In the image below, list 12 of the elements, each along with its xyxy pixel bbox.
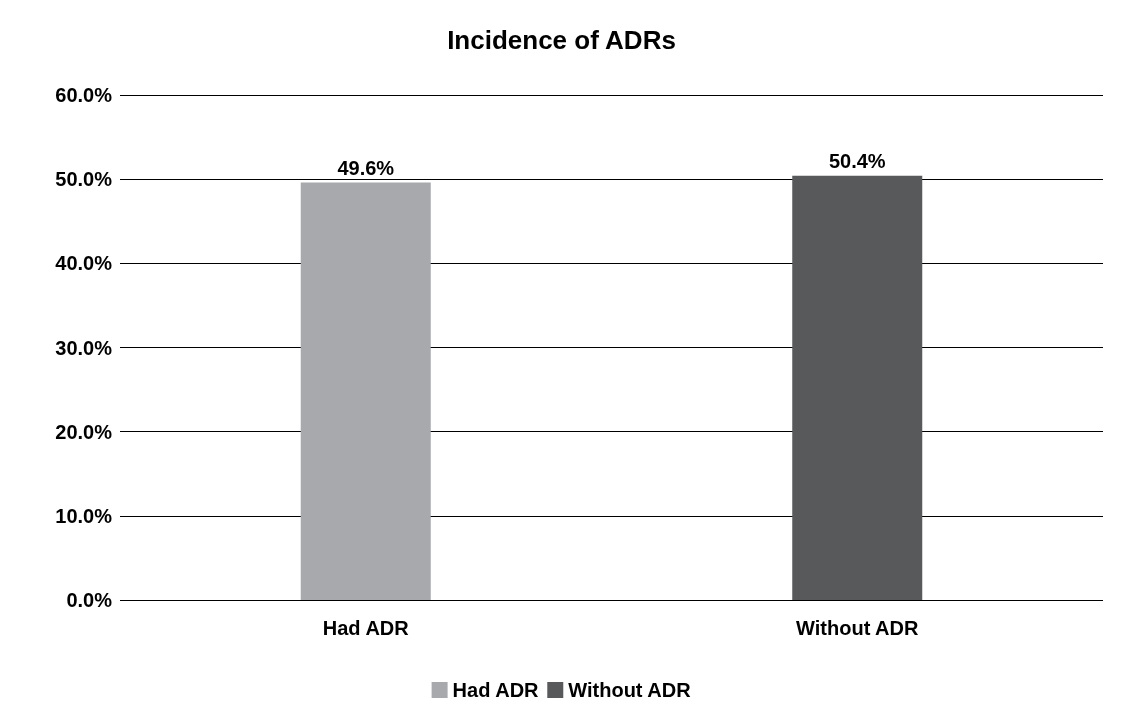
y-tick-label: 0.0% <box>66 589 113 611</box>
y-tick-label: 60.0% <box>55 84 113 106</box>
y-tick-label: 30.0% <box>55 336 113 359</box>
legend-label: Without ADR <box>568 679 692 701</box>
y-tick-label: 20.0% <box>55 420 113 443</box>
legend-label: Had ADR <box>452 679 540 701</box>
chart-title: Incidence of ADRs <box>447 25 676 55</box>
y-tick-label: 40.0% <box>55 252 113 275</box>
y-tick-label: 50.0% <box>55 168 113 191</box>
y-tick-label: 10.0% <box>55 504 113 527</box>
data-label: 49.6% <box>337 156 395 179</box>
data-label: 50.4% <box>828 149 886 172</box>
